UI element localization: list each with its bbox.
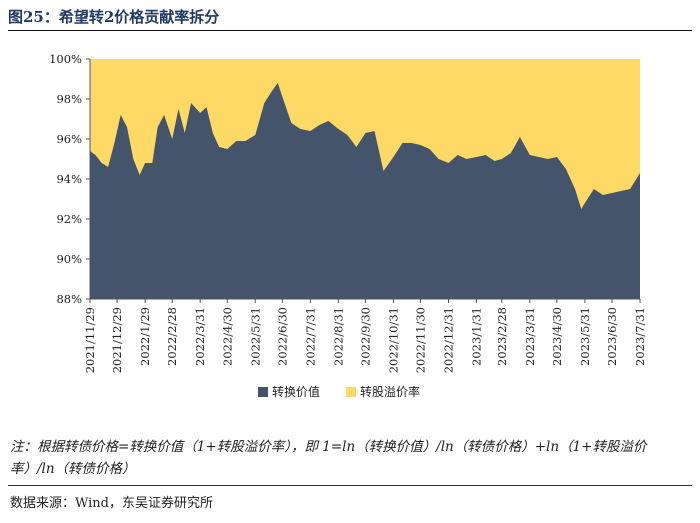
x-tick-label: 2022/4/30 xyxy=(220,307,234,366)
figure-title: 图25：希望转2价格贡献率拆分 xyxy=(8,8,220,26)
y-tick-label: 94% xyxy=(56,172,82,186)
x-tick-label: 2022/12/31 xyxy=(442,307,456,373)
note-rule xyxy=(8,485,692,486)
x-tick-label: 2023/4/30 xyxy=(550,307,564,366)
x-tick-label: 2022/1/29 xyxy=(138,307,152,366)
legend-label-premium: 转股溢价率 xyxy=(360,384,420,399)
legend-label-conversion-value: 转换价值 xyxy=(272,384,320,399)
legend: 转换价值 转股溢价率 xyxy=(258,384,420,399)
x-tick-label: 2023/7/31 xyxy=(633,307,647,366)
x-tick-label: 2022/11/30 xyxy=(414,307,428,373)
x-tick-label: 2022/6/30 xyxy=(275,307,289,366)
x-tick-label: 2023/3/31 xyxy=(523,307,537,366)
y-tick-label: 92% xyxy=(56,212,82,226)
series-area-conversion-value xyxy=(90,83,640,299)
legend-swatch-conversion-value xyxy=(258,387,268,397)
x-tick-label: 2022/2/28 xyxy=(165,307,179,366)
y-tick-label: 98% xyxy=(56,92,82,106)
title-rule xyxy=(8,30,692,31)
x-tick-label: 2022/9/30 xyxy=(358,307,372,366)
x-tick-label: 2023/1/31 xyxy=(470,307,484,366)
x-tick-label: 2022/7/31 xyxy=(303,307,317,366)
x-tick-label: 2023/5/31 xyxy=(578,307,592,366)
x-tick-label: 2021/12/29 xyxy=(110,307,124,373)
legend-swatch-premium xyxy=(346,387,356,397)
chart: 88% 90% 92% 94% 96% 98% 100% 2021/11/29 2021/12… xyxy=(49,52,647,399)
x-tick-label: 2022/10/31 xyxy=(386,307,400,373)
y-axis: 88% 90% 92% 94% 96% 98% 100% xyxy=(49,52,90,306)
x-axis: 2021/11/29 2021/12/29 2022/1/29 2022/2/28 20… xyxy=(83,299,647,373)
x-tick-label: 2023/2/28 xyxy=(495,307,509,366)
chart-note: 注：根据转债价格=转换价值（1+转股溢价率），即 1=ln（转换价值）/ln（转… xyxy=(10,439,647,477)
y-tick-label: 96% xyxy=(56,132,82,146)
y-tick-label: 100% xyxy=(49,52,82,66)
y-tick-label: 90% xyxy=(56,252,82,266)
x-tick-label: 2022/3/31 xyxy=(193,307,207,366)
x-tick-label: 2023/6/30 xyxy=(605,307,619,366)
x-tick-label: 2021/11/29 xyxy=(83,307,97,373)
plot-area xyxy=(89,59,640,300)
x-tick-label: 2022/8/31 xyxy=(331,307,345,366)
x-tick-label: 2022/5/31 xyxy=(248,307,262,366)
y-tick-label: 88% xyxy=(56,292,82,306)
data-source: 数据来源：Wind，东吴证券研究所 xyxy=(10,496,213,511)
